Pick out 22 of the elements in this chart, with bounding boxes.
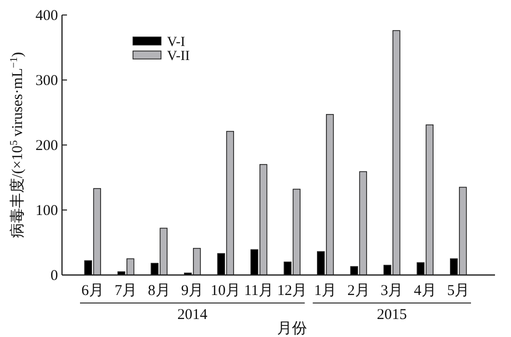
y-tick-label: 200: [36, 138, 58, 154]
y-tick-label: 100: [36, 203, 58, 219]
x-tick-label: 11月: [244, 283, 274, 299]
y-tick-label: 0: [50, 268, 58, 284]
x-tick-label: 9月: [181, 283, 204, 299]
x-tick-label: 6月: [81, 283, 104, 299]
text: 2015: [376, 307, 407, 323]
x-tick-label: 12月: [277, 283, 308, 299]
x-tick-label: 4月: [414, 283, 436, 299]
y-tick-label: 400: [36, 8, 58, 24]
x-tick-label: 10月: [210, 283, 241, 299]
x-axis-title: 月份: [277, 321, 307, 337]
legend-label: V-II: [167, 49, 190, 64]
legend-label: V-I: [167, 35, 186, 50]
text: 2014: [177, 307, 208, 323]
x-tick-label: 2月: [347, 283, 370, 299]
x-tick-label: 5月: [447, 283, 470, 299]
x-tick-label: 8月: [148, 283, 170, 299]
x-tick-label: 3月: [380, 283, 404, 299]
x-tick-label: 1月: [314, 283, 337, 299]
y-tick-label: 300: [36, 73, 58, 89]
x-tick-label: 7月: [114, 283, 138, 299]
